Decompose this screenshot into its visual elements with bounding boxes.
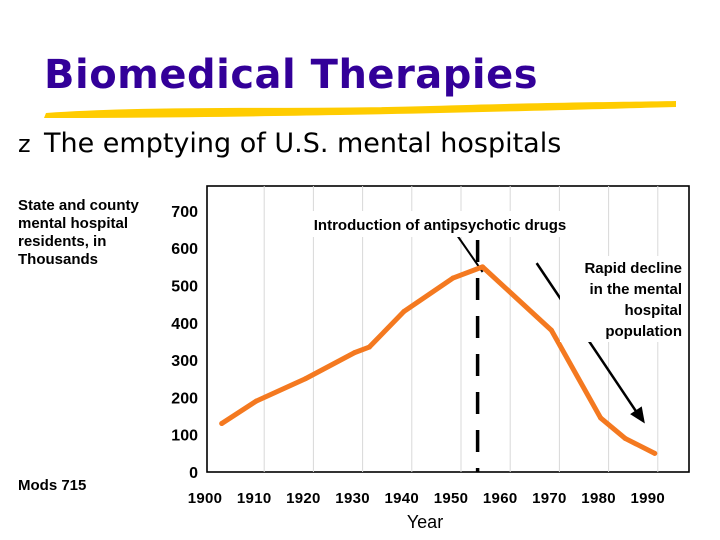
bullet-text: The emptying of U.S. mental hospitals (44, 128, 562, 159)
decline-annotation-line: population (605, 323, 682, 340)
data-point (598, 415, 604, 421)
x-tick-label: 1970 (532, 490, 567, 507)
data-point (652, 450, 658, 456)
x-tick-label: 1980 (581, 490, 616, 507)
data-point (302, 376, 308, 382)
title-underline (44, 101, 676, 118)
intro-annotation: Introduction of antipsychotic drugs (314, 217, 567, 234)
data-point (219, 421, 225, 427)
decline-annotation-line: in the mental (589, 281, 682, 298)
x-tick-label: 1990 (631, 490, 666, 507)
z-bullet-icon: z (18, 130, 31, 158)
y-tick-label: 700 (171, 204, 198, 221)
x-tick-label: 1930 (335, 490, 370, 507)
plot-frame (206, 185, 690, 473)
x-tick-label: 1900 (188, 490, 223, 507)
decline-label-box (560, 256, 688, 342)
data-point (401, 309, 407, 315)
data-point (352, 350, 358, 356)
y-tick-label: 600 (171, 241, 198, 258)
footer-note: Mods 715 (18, 477, 87, 494)
decline-arrow-head (630, 406, 645, 424)
x-tick-label: 1950 (434, 490, 469, 507)
data-point (366, 344, 372, 350)
y-tick-label: 400 (171, 316, 198, 333)
decline-annotation: Rapid decline in the mental hospital popula… (584, 260, 682, 340)
data-series-line (219, 264, 658, 456)
intro-label-box (284, 211, 596, 237)
data-point (450, 275, 456, 281)
data-point (622, 435, 628, 441)
slide-title: Biomedical Therapies (44, 52, 539, 98)
x-axis-label: Year (407, 512, 443, 532)
x-tick-label: 1940 (385, 490, 420, 507)
y-tick-label: 500 (171, 279, 198, 296)
y-tick-label: 200 (171, 390, 198, 407)
data-point (548, 327, 554, 333)
y-axis-label: State and county mental hospital residen… (18, 197, 139, 268)
data-point (253, 398, 259, 404)
x-tick-label: 1960 (483, 490, 518, 507)
x-tick-label: 1910 (237, 490, 272, 507)
bullet-point: z The emptying of U.S. mental hospitals (18, 128, 561, 159)
x-tick-label: 1920 (286, 490, 321, 507)
y-tick-label: 300 (171, 353, 198, 370)
y-tick-label: 100 (171, 428, 198, 445)
decline-annotation-line: hospital (624, 302, 682, 319)
decline-annotation-line: Rapid decline (584, 260, 682, 277)
y-tick-label: 0 (189, 465, 198, 482)
data-point (480, 264, 486, 270)
